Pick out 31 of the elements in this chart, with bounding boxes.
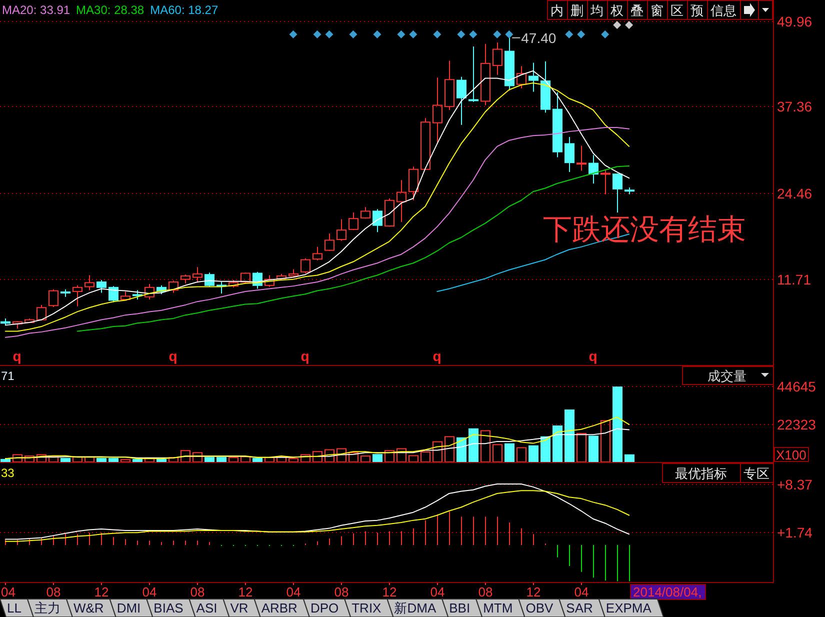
annotation: 信息 bbox=[710, 3, 736, 18]
annotation: 删 bbox=[570, 3, 584, 18]
annotation: 权 bbox=[610, 3, 624, 18]
tab: LL bbox=[0, 598, 34, 617]
button: 预 bbox=[687, 0, 708, 20]
annotation: 窗 bbox=[650, 3, 664, 18]
button: 叠 bbox=[627, 0, 648, 20]
annotation: 均 bbox=[590, 3, 604, 18]
button: 均 bbox=[587, 0, 608, 20]
annotation: 专区 bbox=[744, 466, 770, 481]
title: 成交量 bbox=[708, 368, 746, 384]
button: 区 bbox=[667, 0, 688, 20]
header: 71 bbox=[1, 369, 14, 383]
button: 信息 bbox=[707, 0, 741, 20]
button: 专区 bbox=[740, 463, 774, 483]
tab: EXPMA bbox=[598, 598, 664, 617]
annotation: 叠 bbox=[630, 3, 644, 18]
button: 窗 bbox=[647, 0, 668, 20]
tab: 新DMA bbox=[386, 598, 449, 617]
note: 47.40 bbox=[512, 30, 556, 46]
annotation: 最优指标 bbox=[675, 466, 727, 481]
annotation: 内 bbox=[550, 3, 564, 18]
annotation: 区 bbox=[670, 3, 684, 18]
annotation: 47.40 bbox=[521, 30, 556, 46]
annotation: 预 bbox=[690, 3, 704, 18]
note: 下跌还没有结束 bbox=[543, 212, 746, 246]
button: 删 bbox=[567, 0, 588, 20]
button: 最优指标 bbox=[662, 463, 741, 483]
button: 权 bbox=[607, 0, 628, 20]
button: 内 bbox=[547, 0, 568, 20]
header: 33 bbox=[1, 466, 14, 480]
